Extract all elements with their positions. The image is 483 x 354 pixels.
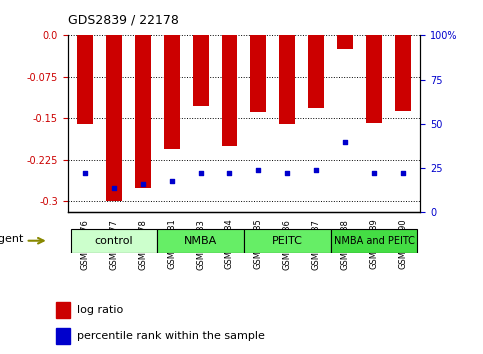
Point <box>341 139 349 144</box>
Bar <box>337 35 353 49</box>
Text: GDS2839 / 22178: GDS2839 / 22178 <box>68 13 179 27</box>
FancyBboxPatch shape <box>71 229 157 253</box>
FancyBboxPatch shape <box>244 229 331 253</box>
Point <box>399 171 407 176</box>
Text: log ratio: log ratio <box>77 305 124 315</box>
Bar <box>106 35 122 201</box>
Bar <box>56 328 70 344</box>
Point <box>313 167 320 173</box>
Point <box>255 167 262 173</box>
FancyBboxPatch shape <box>331 229 417 253</box>
Text: NMBA: NMBA <box>184 236 217 246</box>
Text: NMBA and PEITC: NMBA and PEITC <box>334 236 414 246</box>
Point <box>197 171 204 176</box>
Bar <box>77 35 93 124</box>
Text: control: control <box>95 236 133 246</box>
Bar <box>135 35 151 188</box>
FancyBboxPatch shape <box>157 229 244 253</box>
Bar <box>366 35 382 123</box>
Bar <box>250 35 266 112</box>
Bar <box>308 35 324 108</box>
Bar <box>222 35 238 146</box>
Point <box>110 185 118 190</box>
Text: percentile rank within the sample: percentile rank within the sample <box>77 331 265 341</box>
Point <box>226 171 233 176</box>
Bar <box>56 302 70 318</box>
Bar <box>395 35 411 110</box>
Bar <box>164 35 180 149</box>
Point <box>370 171 378 176</box>
Bar <box>193 35 209 106</box>
Text: agent: agent <box>0 234 24 245</box>
Point <box>139 181 147 187</box>
Point <box>81 171 89 176</box>
Bar <box>279 35 295 124</box>
Text: PEITC: PEITC <box>272 236 303 246</box>
Point <box>284 171 291 176</box>
Point <box>168 178 175 183</box>
